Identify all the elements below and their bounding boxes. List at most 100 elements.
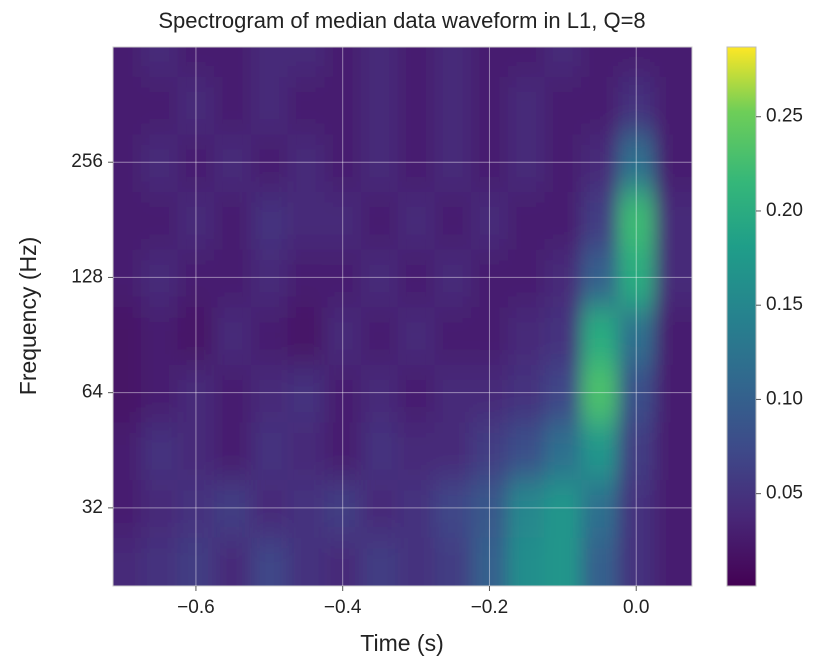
heatmap-cell	[324, 306, 363, 365]
heatmap-cell	[287, 306, 326, 365]
heatmap-cell	[581, 306, 619, 365]
heatmap-cell	[250, 363, 289, 423]
y-tick-label: 32	[82, 497, 103, 518]
heatmap-cell	[507, 306, 546, 365]
heatmap-cell	[507, 133, 546, 193]
heatmap-cell	[617, 191, 656, 250]
heatmap-cell	[471, 363, 509, 423]
heatmap-cell	[654, 47, 692, 77]
heatmap-cell	[471, 75, 509, 135]
heatmap-cell	[287, 248, 326, 308]
colorbar-tick-label: 0.15	[766, 294, 803, 315]
heatmap-cell	[214, 133, 252, 193]
grid	[113, 47, 692, 586]
plot-frame	[112, 46, 693, 587]
heatmap-cell	[214, 47, 252, 77]
heatmap-cell	[287, 363, 326, 423]
heatmap-cell	[471, 536, 509, 586]
heatmap-cell	[617, 75, 656, 135]
heatmap-cell	[287, 75, 326, 135]
colorbar-tick-label: 0.20	[766, 200, 803, 221]
heatmap-cell	[397, 363, 436, 423]
heatmap-cell	[471, 306, 509, 365]
heatmap-cell	[544, 363, 583, 423]
heatmap-cell	[361, 191, 399, 250]
heatmap-cell	[250, 248, 289, 308]
heatmap-cell	[324, 421, 363, 480]
heatmap-cell	[654, 478, 692, 538]
heatmap-cell	[434, 421, 473, 480]
y-tick-label: 64	[82, 382, 104, 403]
heatmap-cell	[140, 478, 179, 538]
heatmap-cell	[617, 478, 656, 538]
heatmap-cell	[507, 75, 546, 135]
heatmap-cell	[544, 47, 583, 77]
heatmap-cell	[140, 75, 179, 135]
heatmap-cell	[177, 47, 216, 77]
heatmap-cell	[140, 191, 179, 250]
heatmap-cell	[544, 421, 583, 480]
heatmap-cell	[581, 75, 619, 135]
heatmap-cell	[177, 363, 216, 423]
heatmap-cell	[434, 536, 473, 586]
heatmap-cell	[507, 191, 546, 250]
heatmap-cell	[544, 536, 583, 586]
heatmap-cell	[581, 47, 619, 77]
heatmap-cell	[397, 536, 436, 586]
heatmap-cell	[654, 75, 692, 135]
heatmap-cell	[177, 191, 216, 250]
heatmap-cell	[617, 363, 656, 423]
heatmap-cell	[214, 191, 252, 250]
heatmap-cell	[434, 191, 473, 250]
heatmap-cell	[654, 536, 692, 586]
heatmap-cell	[617, 536, 656, 586]
heatmap-cell	[177, 536, 216, 586]
heatmap-cell	[471, 47, 509, 77]
heatmap-cell	[544, 306, 583, 365]
heatmap-cell	[287, 191, 326, 250]
heatmap-cell	[471, 133, 509, 193]
heatmap-cell	[324, 47, 363, 77]
y-axis-label: Frequency (Hz)	[15, 237, 41, 395]
heatmap-cell	[214, 248, 252, 308]
heatmap-cell	[654, 133, 692, 193]
heatmap-cell	[113, 75, 142, 135]
heatmap-cell	[581, 133, 619, 193]
heatmap-cell	[113, 191, 142, 250]
heatmap-cell	[397, 248, 436, 308]
heatmap-cell	[434, 47, 473, 77]
heatmap-cell	[361, 536, 399, 586]
heatmap-cell	[113, 363, 142, 423]
heatmap-cell	[617, 421, 656, 480]
heatmap-cell	[140, 421, 179, 480]
heatmap-cell	[361, 421, 399, 480]
heatmap-cell	[287, 47, 326, 77]
heatmap-cell	[250, 478, 289, 538]
heatmap-cell	[434, 478, 473, 538]
heatmap-cell	[140, 133, 179, 193]
heatmap-cell	[361, 363, 399, 423]
heatmap-cell	[214, 478, 252, 538]
heatmap-cell	[177, 248, 216, 308]
heatmap-cell	[471, 248, 509, 308]
heatmap-cell	[654, 248, 692, 308]
heatmap-cell	[471, 421, 509, 480]
heatmap-cell	[214, 306, 252, 365]
y-tick-label: 128	[71, 266, 103, 287]
heatmap-cell	[113, 306, 142, 365]
heatmap-cell	[250, 47, 289, 77]
heatmap-cell	[140, 536, 179, 586]
heatmap-cell	[397, 191, 436, 250]
x-tick-label: 0.0	[623, 597, 649, 618]
heatmap-cell	[177, 478, 216, 538]
heatmap-cell	[544, 478, 583, 538]
heatmap-cell	[324, 478, 363, 538]
heatmap-cell	[581, 421, 619, 480]
heatmap-cell	[617, 248, 656, 308]
heatmap-cell	[544, 191, 583, 250]
heatmap-cell	[507, 421, 546, 480]
heatmap-cell	[140, 363, 179, 423]
heatmap-cell	[581, 191, 619, 250]
heatmap-cell	[214, 536, 252, 586]
